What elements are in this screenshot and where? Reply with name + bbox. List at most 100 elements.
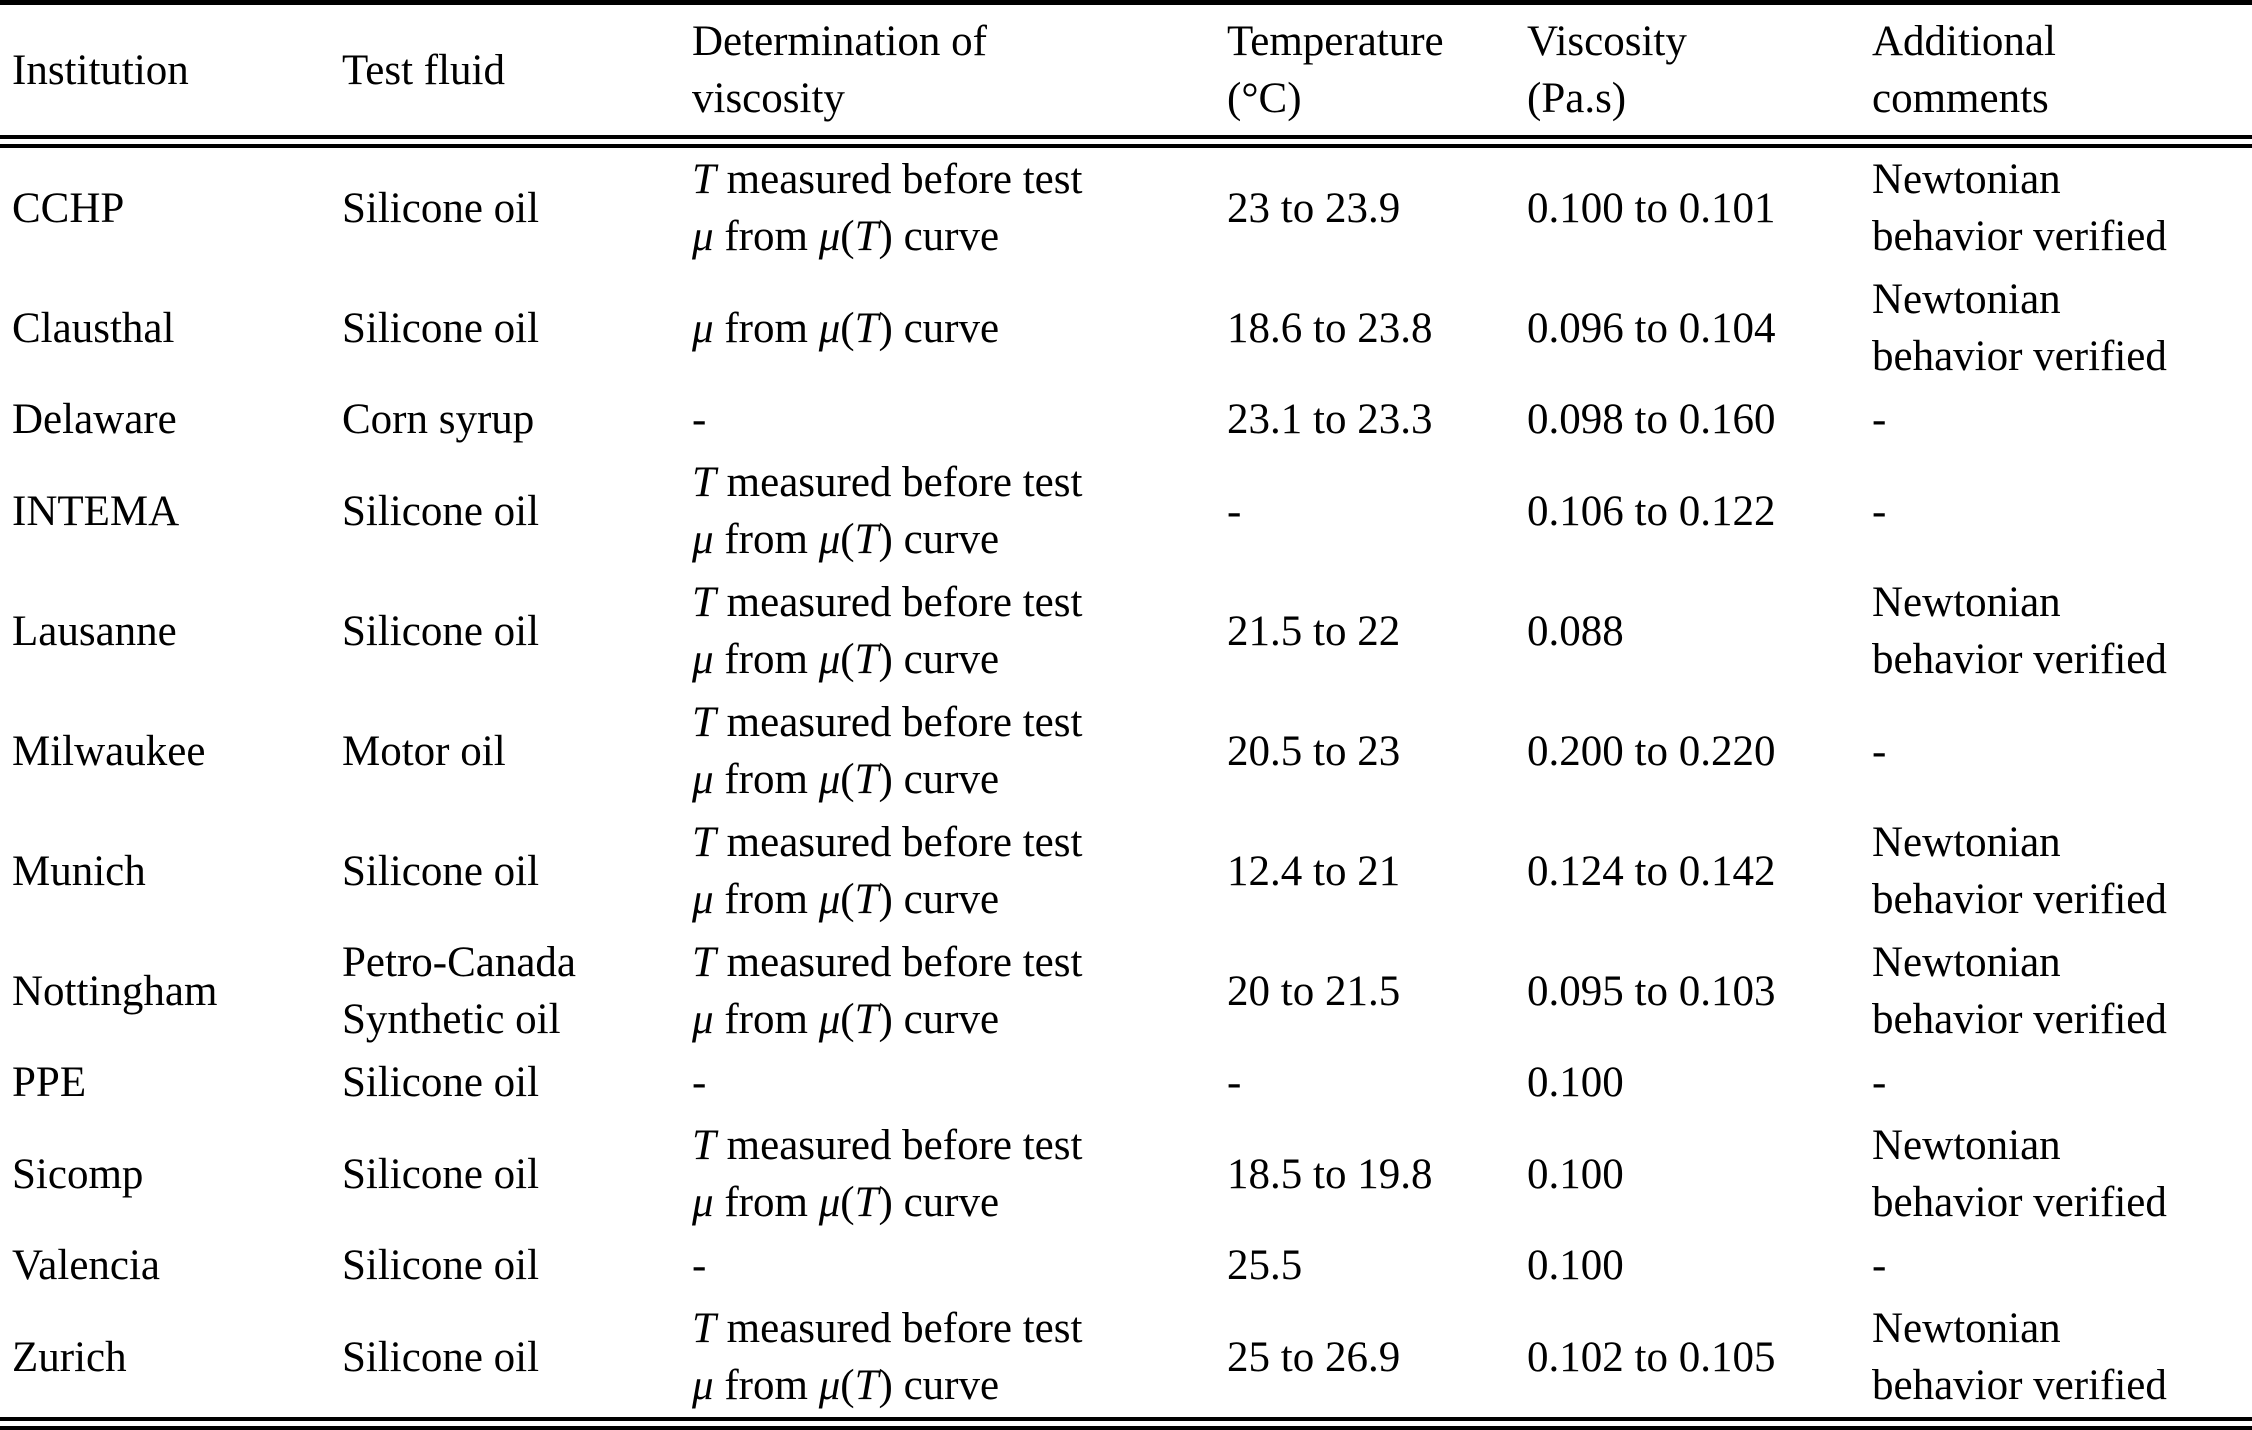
cell-temperature: 23 to 23.9 xyxy=(1227,184,1401,232)
cell-determination: T measured before test μ from μ(T) curve xyxy=(680,1297,1215,1424)
cell-viscosity: 0.100 xyxy=(1527,1242,1624,1289)
column-header-comments: Additional comments xyxy=(1860,2,2252,148)
cell-line: Newtonian xyxy=(1872,1305,2061,1352)
table-row: Lausanne Silicone oil T measured before te… xyxy=(0,571,2252,691)
cell-test-fluid: Silicone oil xyxy=(342,184,540,232)
cell-line: μ from μ(T) curve xyxy=(692,756,1000,803)
table-row: Zurich Silicone oil T measured before test… xyxy=(0,1297,2252,1424)
cell-determination: - xyxy=(680,1051,1215,1114)
cell-test-fluid: Silicone oil xyxy=(342,607,540,655)
cell-determination: μ from μ(T) curve xyxy=(680,268,1215,388)
cell-line: T measured before test xyxy=(692,1305,1083,1352)
table-row: Valencia Silicone oil - 25.5 0.100 - xyxy=(0,1234,2252,1297)
cell-temperature: - xyxy=(1227,487,1242,535)
cell-determination: T measured before test μ from μ(T) curve xyxy=(680,142,1215,269)
cell-line: Newtonian xyxy=(1872,156,2061,203)
cell-line: μ from μ(T) curve xyxy=(692,1179,1000,1226)
math-symbol: T xyxy=(854,516,879,563)
math-symbol: T xyxy=(692,1305,716,1352)
cell-line: behavior verified xyxy=(1872,876,2167,923)
cell-line: behavior verified xyxy=(1872,636,2167,683)
cell-determination: T measured before test μ from μ(T) curve xyxy=(680,691,1215,811)
cell-temperature: 25.5 xyxy=(1227,1242,1303,1289)
math-symbol: T xyxy=(692,1122,716,1169)
cell-line: μ from μ(T) curve xyxy=(692,213,1000,260)
cell-comments: - xyxy=(1872,1242,1887,1289)
column-header-viscosity: Viscosity (Pa.s) xyxy=(1515,2,1860,148)
cell-line: - xyxy=(692,1059,707,1106)
math-symbol: μ xyxy=(818,1179,841,1226)
math-symbol: T xyxy=(854,1362,879,1409)
cell-line: behavior verified xyxy=(1872,213,2167,260)
math-symbol: T xyxy=(854,876,879,923)
math-symbol: T xyxy=(692,699,716,746)
cell-determination: T measured before test μ from μ(T) curve xyxy=(680,811,1215,931)
cell-viscosity: 0.124 to 0.142 xyxy=(1527,847,1776,895)
cell-line: Newtonian xyxy=(1872,819,2061,866)
cell-temperature: 20 to 21.5 xyxy=(1227,967,1401,1015)
header-line: (Pa.s) xyxy=(1527,75,1627,122)
header-line: Additional xyxy=(1872,18,2056,65)
cell-viscosity: 0.098 to 0.160 xyxy=(1527,396,1776,443)
cell-temperature: 20.5 to 23 xyxy=(1227,727,1401,775)
column-header-temperature: Temperature (°C) xyxy=(1215,2,1515,148)
math-symbol: T xyxy=(692,939,716,986)
math-symbol: μ xyxy=(692,996,714,1043)
math-symbol: μ xyxy=(818,304,841,352)
cell-line: T measured before test xyxy=(692,459,1083,506)
cell-comments: - xyxy=(1872,727,1887,775)
cell-determination: T measured before test μ from μ(T) curve xyxy=(680,931,1215,1051)
cell-determination: T measured before test μ from μ(T) curve xyxy=(680,571,1215,691)
cell-comments: Newtonian behavior verified xyxy=(1860,1297,2252,1424)
table-row: PPE Silicone oil - - 0.100 - xyxy=(0,1051,2252,1114)
math-symbol: μ xyxy=(818,636,841,683)
math-symbol: μ xyxy=(692,876,714,923)
cell-line: behavior verified xyxy=(1872,333,2167,380)
table-header: Institution Test fluid Determination of vis… xyxy=(0,2,2252,148)
table-row: INTEMA Silicone oil T measured before test… xyxy=(0,451,2252,571)
math-symbol: μ xyxy=(818,876,841,923)
cell-temperature: 18.6 to 23.8 xyxy=(1227,304,1433,352)
cell-determination: - xyxy=(680,388,1215,451)
table-row: Milwaukee Motor oil T measured before test… xyxy=(0,691,2252,811)
cell-line: - xyxy=(692,1242,707,1289)
cell-test-fluid: Silicone oil xyxy=(342,304,540,352)
cell-viscosity: 0.100 to 0.101 xyxy=(1527,184,1776,232)
math-symbol: μ xyxy=(692,1362,714,1409)
cell-comments: Newtonian behavior verified xyxy=(1860,268,2252,388)
cell-line: μ from μ(T) curve xyxy=(692,1362,1000,1409)
cell-viscosity: 0.200 to 0.220 xyxy=(1527,727,1776,775)
math-symbol: μ xyxy=(692,213,714,260)
cell-institution: Sicomp xyxy=(12,1150,144,1198)
cell-institution: Valencia xyxy=(12,1242,161,1289)
math-symbol: T xyxy=(854,213,879,260)
cell-determination: T measured before test μ from μ(T) curve xyxy=(680,1114,1215,1234)
cell-viscosity: 0.096 to 0.104 xyxy=(1527,304,1776,352)
cell-line: Synthetic oil xyxy=(342,996,561,1043)
cell-institution: Nottingham xyxy=(12,967,218,1015)
cell-temperature: 21.5 to 22 xyxy=(1227,607,1401,655)
column-header-test-fluid: Test fluid xyxy=(330,2,680,148)
cell-line: behavior verified xyxy=(1872,1362,2167,1409)
cell-line: T measured before test xyxy=(692,819,1083,866)
cell-line: Petro-Canada xyxy=(342,939,577,986)
cell-line: T measured before test xyxy=(692,699,1083,746)
header-line: Test fluid xyxy=(342,46,505,94)
cell-viscosity: 0.102 to 0.105 xyxy=(1527,1333,1776,1381)
cell-viscosity: 0.106 to 0.122 xyxy=(1527,487,1776,535)
cell-comments: Newtonian behavior verified xyxy=(1860,1114,2252,1234)
cell-institution: Delaware xyxy=(12,396,177,443)
cell-comments: - xyxy=(1872,487,1887,535)
table-row: CCHP Silicone oil T measured before test μ … xyxy=(0,142,2252,269)
cell-temperature: 25 to 26.9 xyxy=(1227,1333,1401,1381)
cell-test-fluid: Silicone oil xyxy=(342,1333,540,1381)
cell-comments: Newtonian behavior verified xyxy=(1860,931,2252,1051)
math-symbol: T xyxy=(692,459,716,506)
header-line: viscosity xyxy=(692,75,845,122)
table-row: Sicomp Silicone oil T measured before test… xyxy=(0,1114,2252,1234)
header-line: Viscosity xyxy=(1527,18,1687,65)
cell-test-fluid: Motor oil xyxy=(342,727,506,775)
cell-comments: - xyxy=(1872,396,1887,443)
table-row: Nottingham Petro-Canada Synthetic oil T mea… xyxy=(0,931,2252,1051)
cell-viscosity: 0.100 xyxy=(1527,1150,1624,1198)
